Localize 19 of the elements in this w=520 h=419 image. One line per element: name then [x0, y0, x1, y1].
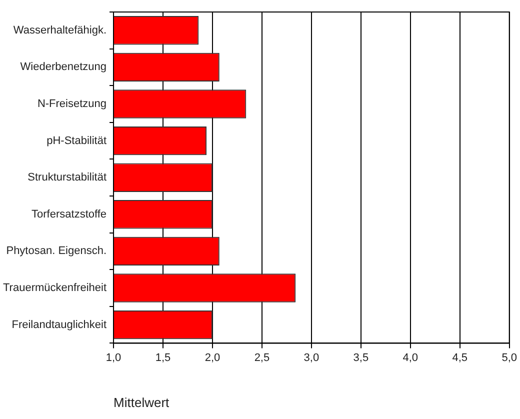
- y-tick-label: Phytosan. Eigensch.: [6, 245, 107, 258]
- x-tick-label: 1,5: [155, 352, 171, 364]
- x-tick-label: 4,5: [452, 352, 468, 364]
- x-tick-label: 3,5: [353, 352, 369, 364]
- y-tick-label: pH-Stabilität: [46, 134, 107, 147]
- x-tick-label: 1,0: [106, 352, 122, 364]
- x-tick-label: 2,0: [204, 352, 220, 364]
- y-tick-label: Freilandtauglichkeit: [12, 318, 107, 331]
- x-tick-label: 3,0: [304, 352, 320, 364]
- x-axis-title: Mittelwert: [114, 394, 170, 410]
- x-tick-label: 4,0: [402, 352, 418, 364]
- y-tick-label: Trauermückenfreiheit: [2, 282, 107, 294]
- y-tick-label: Wasserhaltefähigk.: [13, 24, 107, 36]
- y-tick-label: Strukturstabilität: [28, 172, 107, 184]
- y-tick-label: N-Freisetzung: [37, 98, 107, 110]
- y-tick-label: Wiederbenetzung: [20, 61, 107, 74]
- x-tick-label: 5,0: [502, 352, 518, 364]
- x-tick-label: 2,5: [254, 352, 270, 364]
- y-tick-label: Torfersatzstoffe: [32, 208, 107, 220]
